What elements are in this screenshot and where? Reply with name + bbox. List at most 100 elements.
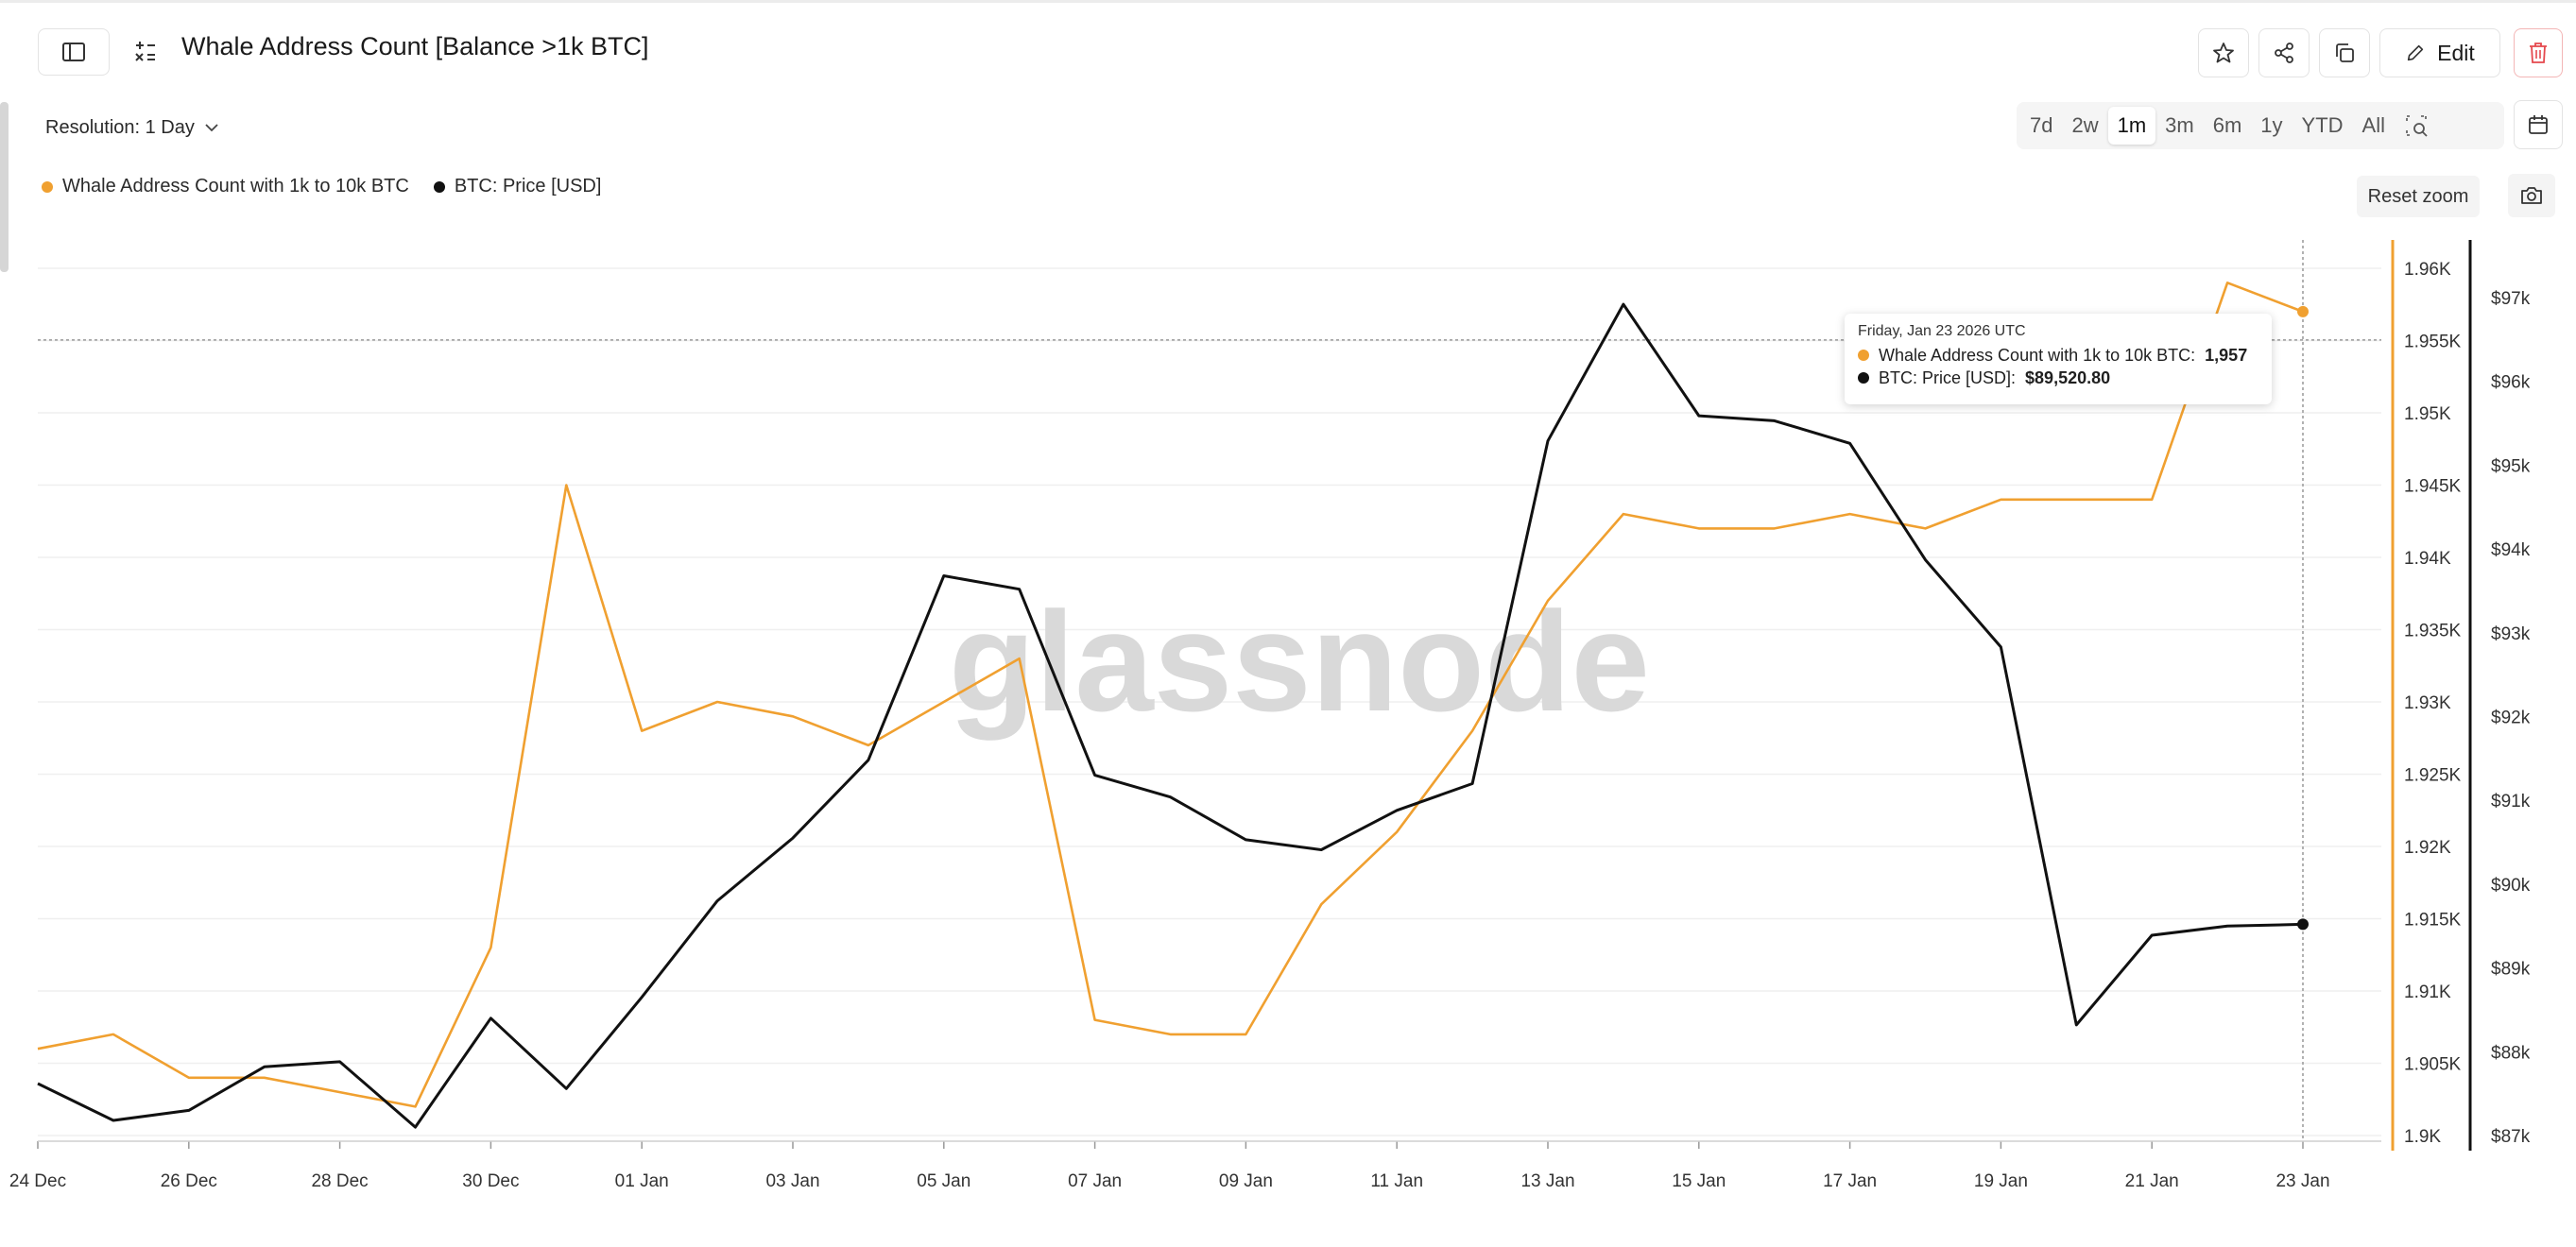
duplicate-button[interactable] <box>2319 28 2370 77</box>
pencil-icon <box>2408 44 2424 61</box>
x-tick-label: 15 Jan <box>1672 1171 1726 1191</box>
x-tick-label: 01 Jan <box>615 1171 669 1191</box>
y-right-tick-label: $97k <box>2491 289 2531 309</box>
chevron-down-icon <box>205 124 218 132</box>
sidebar-icon <box>62 43 85 61</box>
legend-dot-price <box>433 180 445 193</box>
y-right-tick-label: $88k <box>2491 1043 2531 1063</box>
zoom-select-icon <box>2406 115 2428 137</box>
legend-item-price[interactable]: BTC: Price [USD] <box>433 176 602 197</box>
formula-icon[interactable] <box>132 40 159 69</box>
point-whale <box>2297 305 2309 317</box>
trash-icon <box>2530 43 2547 63</box>
x-tick-label: 21 Jan <box>2125 1171 2179 1191</box>
x-tick-label: 28 Dec <box>311 1171 368 1191</box>
chart-tick-labels: 1.9K 1.905K 1.91K 1.915K 1.92K 1.925K 1.93K 1.9… <box>9 260 2531 1191</box>
range-3m-button[interactable]: 3m <box>2165 113 2194 137</box>
legend-item-whale[interactable]: Whale Address Count with 1k to 10k BTC <box>42 176 409 197</box>
share-button[interactable] <box>2258 28 2310 77</box>
legend-dot-whale <box>42 180 53 193</box>
y-left-tick-label: 1.92K <box>2404 838 2451 858</box>
tooltip-dot-whale <box>1858 350 1869 361</box>
y-right-tick-label: $93k <box>2491 624 2531 644</box>
x-tick-label: 03 Jan <box>765 1171 819 1191</box>
screenshot-button[interactable] <box>2508 174 2555 217</box>
y-left-tick-label: 1.9K <box>2404 1127 2441 1147</box>
share-icon <box>2275 43 2293 63</box>
range-all-button[interactable]: All <box>2361 113 2385 137</box>
chart-tooltip: Friday, Jan 23 2026 UTC Whale Address Co… <box>1845 314 2272 404</box>
legend-label-whale: Whale Address Count with 1k to 10k BTC <box>62 176 409 196</box>
chart-grid <box>38 267 2381 1136</box>
tooltip-whale-label: Whale Address Count with 1k to 10k BTC: <box>1879 346 2196 365</box>
tooltip-price-label: BTC: Price [USD]: <box>1879 368 2017 387</box>
y-right-tick-label: $87k <box>2491 1127 2531 1147</box>
x-tick-label: 09 Jan <box>1219 1171 1273 1191</box>
x-tick-label: 07 Jan <box>1068 1171 1122 1191</box>
y-right-tick-label: $92k <box>2491 709 2531 728</box>
point-price <box>2297 918 2309 931</box>
y-left-tick-label: 1.91K <box>2404 982 2451 1002</box>
resolution-dropdown[interactable]: Resolution: 1 Day <box>38 111 227 144</box>
tooltip-price-value: $89,520.80 <box>2025 368 2111 387</box>
tooltip-row-price: BTC: Price [USD]: $89,520.80 <box>1858 367 2258 389</box>
y-left-tick-label: 1.955K <box>2404 333 2462 352</box>
tooltip-date: Friday, Jan 23 2026 UTC <box>1858 323 2026 339</box>
chart-lines <box>37 281 2309 1129</box>
x-tick-label: 26 Dec <box>161 1171 217 1191</box>
y-left-tick-label: 1.935K <box>2404 622 2462 641</box>
edit-button-label: Edit <box>2437 40 2475 65</box>
edit-button[interactable]: Edit <box>2379 28 2500 77</box>
legend-label-price: BTC: Price [USD] <box>454 176 602 196</box>
range-6m-button[interactable]: 6m <box>2212 113 2242 137</box>
y-right-tick-label: $90k <box>2491 876 2531 896</box>
zoom-select-button[interactable] <box>2395 107 2438 145</box>
reset-zoom-button[interactable]: Reset zoom <box>2357 176 2480 217</box>
x-tick-label: 24 Dec <box>9 1171 66 1191</box>
x-tick-label: 11 Jan <box>1370 1171 1423 1191</box>
top-border <box>0 0 2576 3</box>
y-right-tick-label: $94k <box>2491 540 2531 560</box>
y-left-tick-label: 1.93K <box>2404 693 2451 713</box>
watermark: glassnode <box>949 582 1650 741</box>
y-right-tick-label: $91k <box>2491 792 2531 811</box>
y-left-tick-label: 1.96K <box>2404 260 2451 280</box>
range-1m-button[interactable]: 1m <box>2107 107 2156 145</box>
camera-icon <box>2521 187 2542 204</box>
x-tick-label: 19 Jan <box>1974 1171 2028 1191</box>
page-title: Whale Address Count [Balance >1k BTC] <box>181 32 649 60</box>
x-tick-label: 13 Jan <box>1520 1171 1574 1191</box>
x-tick-label: 23 Jan <box>2275 1171 2329 1191</box>
y-left-tick-label: 1.905K <box>2404 1055 2462 1075</box>
y-left-tick-label: 1.95K <box>2404 404 2451 424</box>
copy-icon <box>2336 43 2354 62</box>
chart-legend: Whale Address Count with 1k to 10k BTC B… <box>42 176 601 197</box>
tooltip-dot-price <box>1858 372 1869 384</box>
resolution-label: Resolution: 1 Day <box>45 116 195 138</box>
x-tick-label: 05 Jan <box>917 1171 970 1191</box>
range-2w-button[interactable]: 2w <box>2071 113 2099 137</box>
range-1y-button[interactable]: 1y <box>2260 113 2283 137</box>
range-selector: 7d 2w 1m 3m 6m 1y YTD All <box>2017 102 2504 149</box>
star-icon <box>2213 43 2234 63</box>
y-right-tick-label: $95k <box>2491 456 2531 476</box>
y-left-tick-label: 1.925K <box>2404 766 2462 786</box>
calendar-icon <box>2529 115 2548 134</box>
series-line-price <box>37 302 2304 1129</box>
y-left-tick-label: 1.945K <box>2404 477 2462 497</box>
range-7d-button[interactable]: 7d <box>2030 113 2053 137</box>
y-right-tick-label: $96k <box>2491 373 2531 393</box>
sidebar-toggle-button[interactable] <box>38 28 110 76</box>
y-right-tick-label: $89k <box>2491 960 2531 980</box>
tooltip-row-whale: Whale Address Count with 1k to 10k BTC: … <box>1858 344 2258 367</box>
calendar-button[interactable] <box>2514 100 2563 149</box>
range-ytd-button[interactable]: YTD <box>2301 113 2344 137</box>
favorite-button[interactable] <box>2198 28 2249 77</box>
tooltip-whale-value: 1,957 <box>2205 346 2248 365</box>
y-left-tick-label: 1.94K <box>2404 549 2451 569</box>
x-tick-label: 30 Dec <box>462 1171 519 1191</box>
y-left-tick-label: 1.915K <box>2404 911 2462 931</box>
left-scrollbar[interactable] <box>0 102 9 272</box>
delete-button[interactable] <box>2514 28 2563 77</box>
